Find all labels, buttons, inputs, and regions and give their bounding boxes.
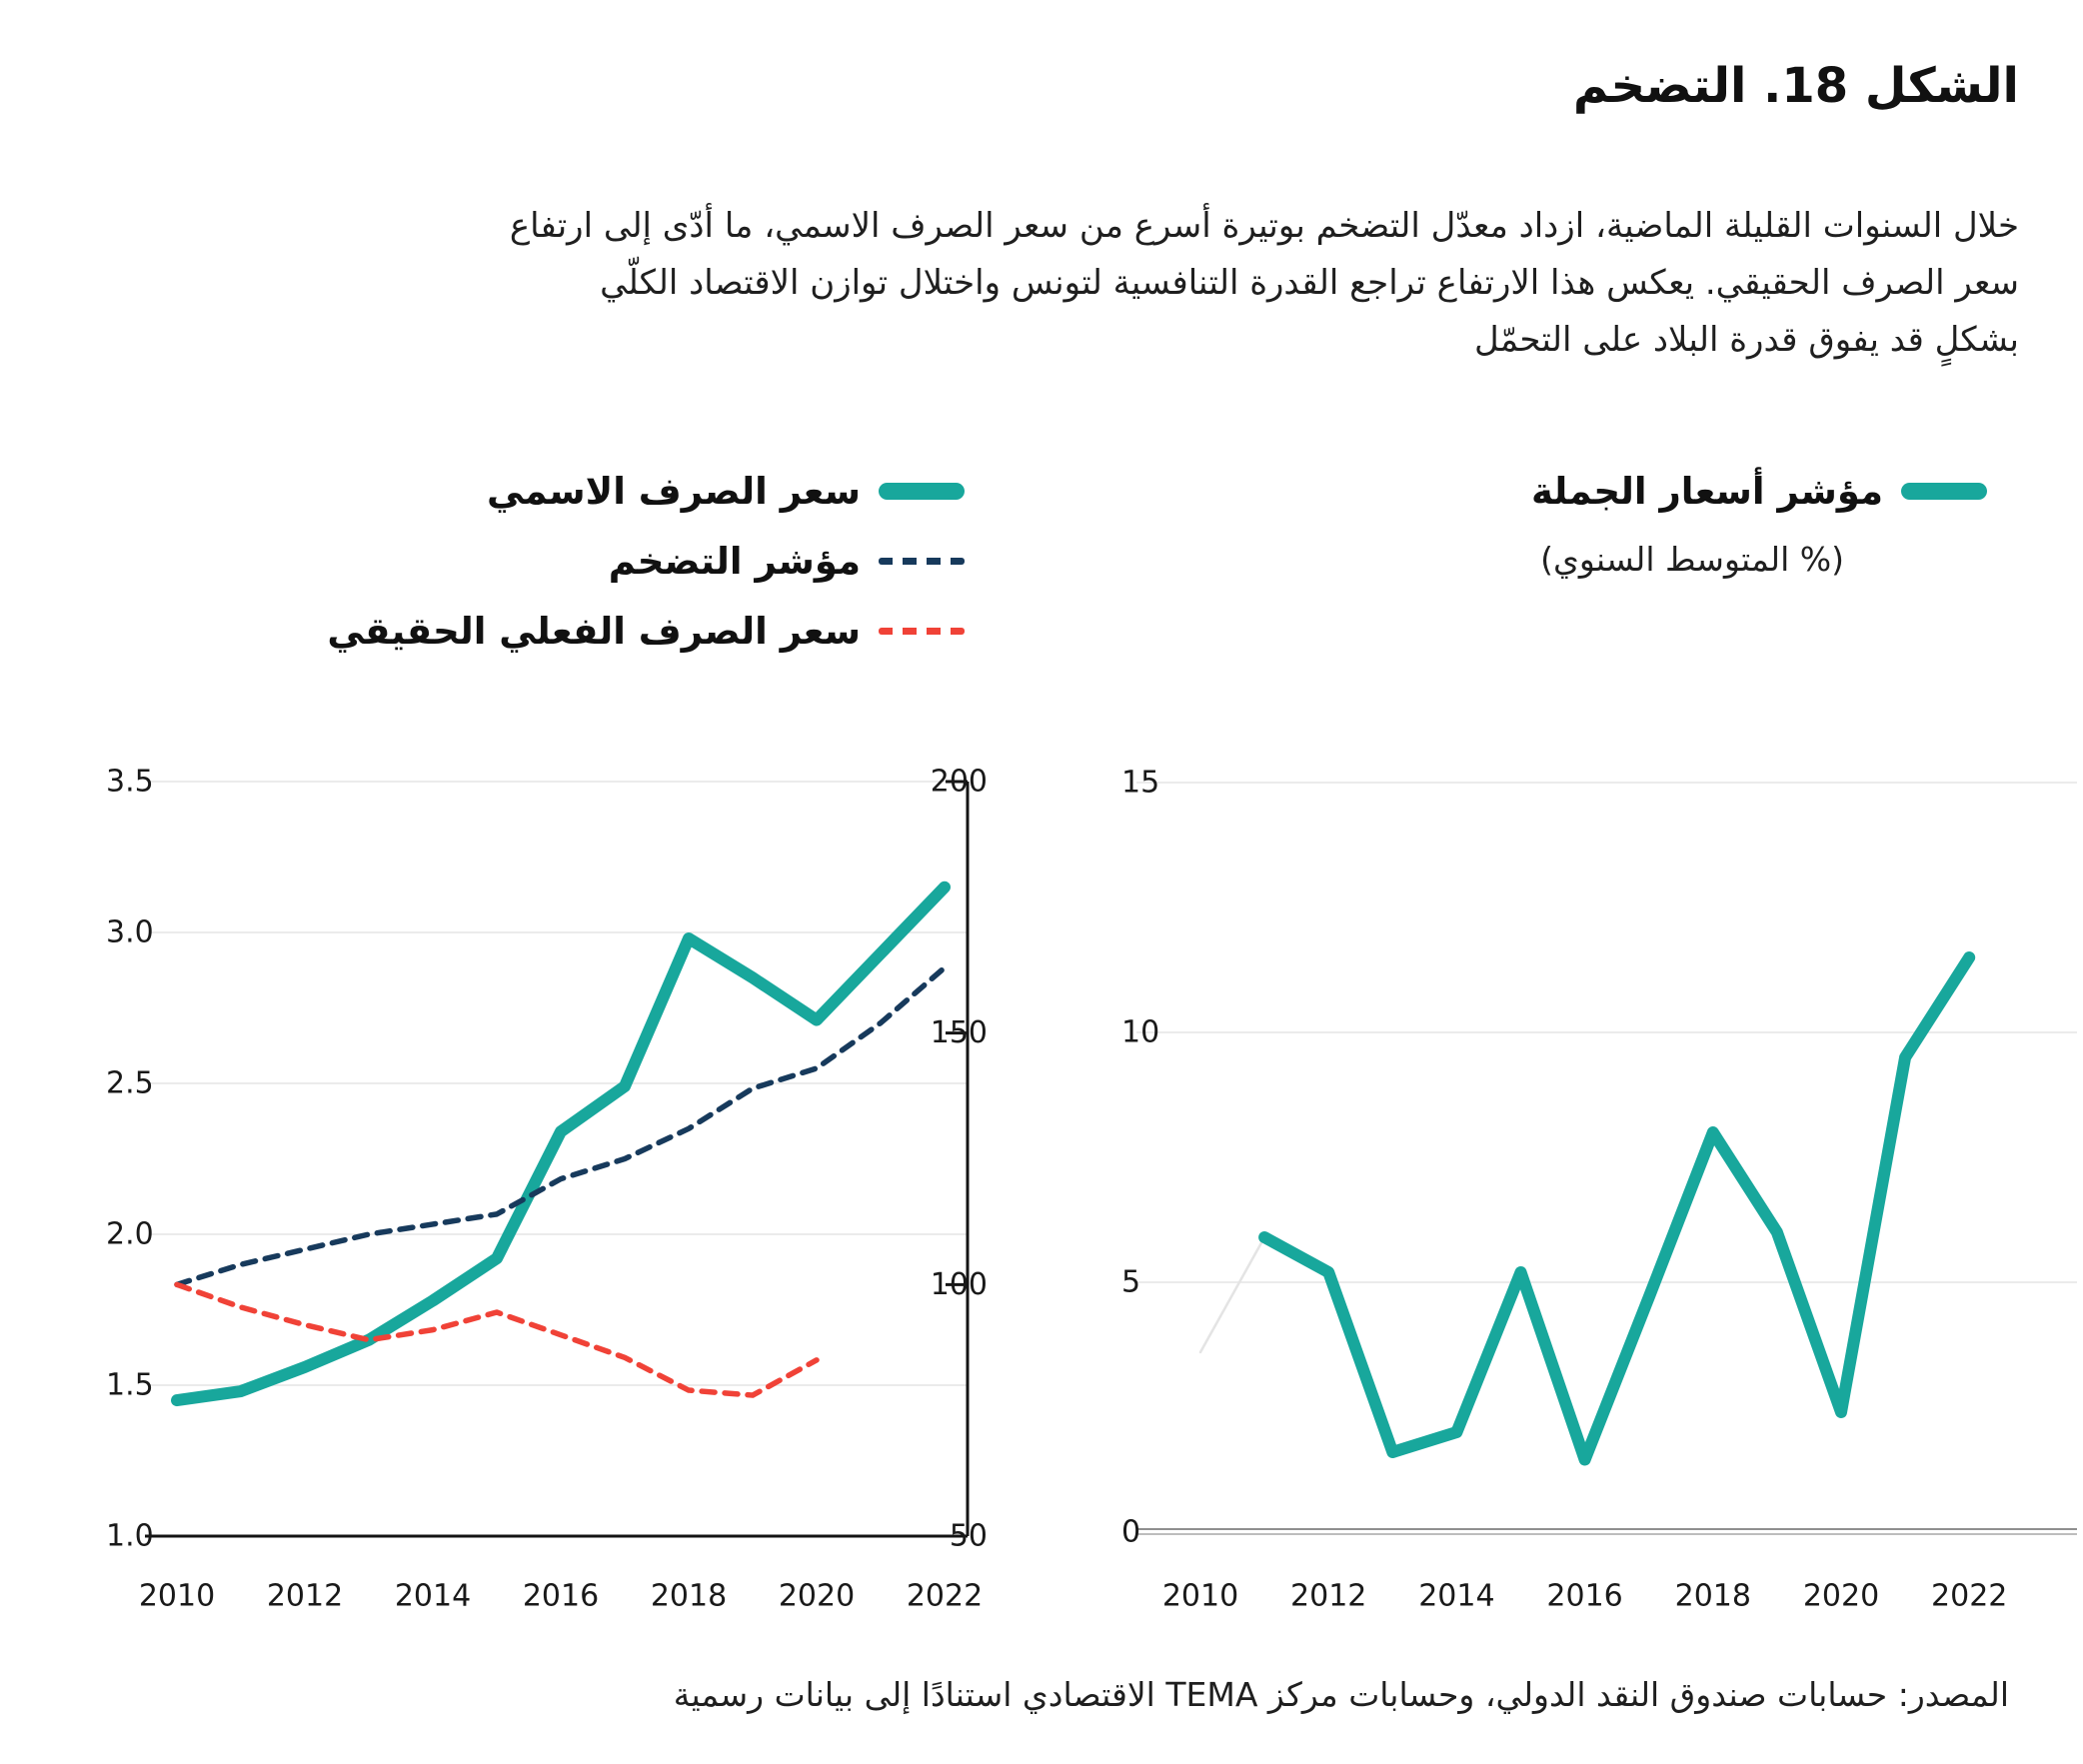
description-line: سعر الصرف الحقيقي. يعكس هذا الارتفاع ترا… xyxy=(600,263,2019,303)
svg-text:2.5: 2.5 xyxy=(106,1066,154,1101)
svg-text:15: 15 xyxy=(1121,766,1159,801)
left-chart-legend: سعر الصرف الاسمي مؤشر التضخم سعر الصرف ا… xyxy=(327,470,965,680)
svg-text:2.0: 2.0 xyxy=(106,1217,154,1252)
legend-label: سعر الصرف الاسمي xyxy=(487,470,861,513)
svg-text:2018: 2018 xyxy=(651,1579,727,1614)
svg-text:2014: 2014 xyxy=(1418,1579,1494,1614)
svg-text:2016: 2016 xyxy=(523,1579,599,1614)
svg-text:3.0: 3.0 xyxy=(106,915,154,950)
legend-label: مؤشر التضخم xyxy=(608,540,861,583)
svg-text:2012: 2012 xyxy=(267,1579,343,1614)
source-note: المصدر: حسابات صندوق النقد الدولي، وحساب… xyxy=(673,1675,2009,1714)
solid-line-swatch-icon xyxy=(1901,483,1987,500)
legend-sublabel: (% المتوسط السنوي) xyxy=(1540,540,1844,579)
svg-text:2010: 2010 xyxy=(139,1579,215,1614)
svg-text:2014: 2014 xyxy=(395,1579,471,1614)
legend-label: سعر الصرف الفعلي الحقيقي xyxy=(327,610,861,653)
svg-text:0: 0 xyxy=(1121,1515,1140,1550)
svg-text:2018: 2018 xyxy=(1675,1579,1751,1614)
svg-text:2012: 2012 xyxy=(1290,1579,1366,1614)
svg-text:2020: 2020 xyxy=(779,1579,855,1614)
legend-item-nominal-exchange-rate: سعر الصرف الاسمي xyxy=(327,470,965,513)
legend-item-wholesale-price-index: مؤشر أسعار الجملة xyxy=(1531,470,1987,513)
figure-title: الشكل 18. التضخم xyxy=(1572,58,2019,114)
solid-line-swatch-icon xyxy=(879,483,965,500)
svg-text:2022: 2022 xyxy=(1931,1579,2007,1614)
wholesale-price-chart: 0 5 10 15 2010 2012 2014 2016 2018 2020 2022 xyxy=(1121,766,2077,1614)
svg-text:2010: 2010 xyxy=(1162,1579,1238,1614)
legend-label: مؤشر أسعار الجملة xyxy=(1530,470,1883,513)
legend-item-real-effective-exchange-rate: سعر الصرف الفعلي الحقيقي xyxy=(327,610,965,653)
svg-text:2020: 2020 xyxy=(1803,1579,1879,1614)
svg-text:100: 100 xyxy=(931,1267,988,1302)
svg-text:1.0: 1.0 xyxy=(106,1519,154,1554)
svg-text:2016: 2016 xyxy=(1546,1579,1622,1614)
svg-text:200: 200 xyxy=(931,765,988,800)
description-line: خلال السنوات القليلة الماضية، ازداد معدّ… xyxy=(509,206,2019,246)
dashed-line-swatch-icon xyxy=(879,628,965,635)
svg-text:2022: 2022 xyxy=(907,1579,983,1614)
dashed-line-swatch-icon xyxy=(879,558,965,565)
right-chart-legend: مؤشر أسعار الجملة (% المتوسط السنوي) xyxy=(1531,470,1987,579)
description-line: بشكلٍ قد يفوق قدرة البلاد على التحمّل xyxy=(1474,320,2019,360)
exchange-rate-inflation-chart: 1.0 1.5 2.0 2.5 3.0 3.5 50 100 150 200 2010 2012 201… xyxy=(106,765,988,1614)
legend-item-inflation-index: مؤشر التضخم xyxy=(327,540,965,583)
svg-text:10: 10 xyxy=(1121,1015,1159,1050)
svg-text:5: 5 xyxy=(1121,1265,1140,1300)
svg-text:1.5: 1.5 xyxy=(106,1368,154,1403)
svg-text:3.5: 3.5 xyxy=(106,765,154,800)
svg-text:50: 50 xyxy=(950,1519,988,1554)
figure-description: خلال السنوات القليلة الماضية، ازداد معدّ… xyxy=(62,198,2019,369)
svg-text:150: 150 xyxy=(931,1015,988,1050)
